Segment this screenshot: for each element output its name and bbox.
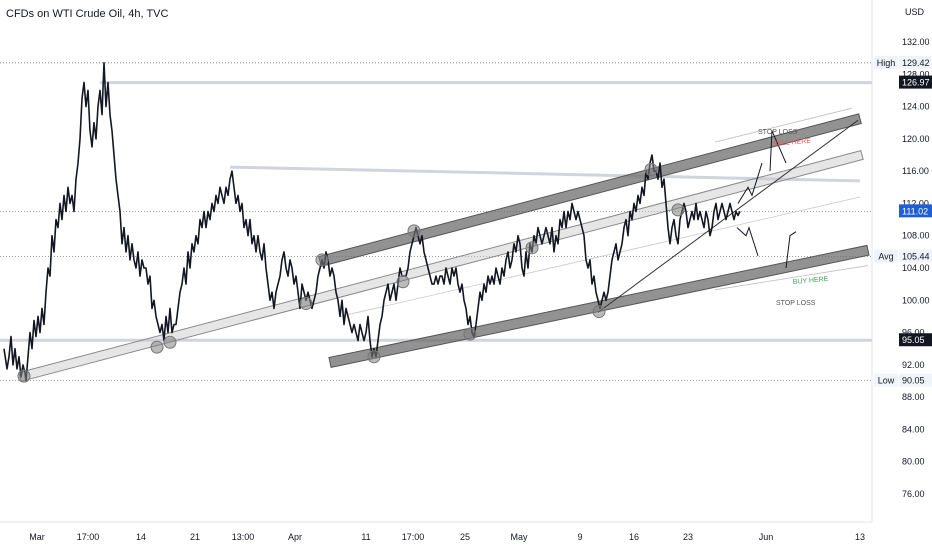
x-tick-label: Apr (288, 532, 302, 542)
y-tick-label: 88.00 (902, 392, 925, 402)
touch-point-marker (396, 275, 410, 289)
stop-loss-upper-line (714, 107, 853, 143)
price-tag-value: 111.02 (902, 206, 928, 216)
price-tag-name-box (874, 249, 898, 263)
y-tick-label: 132.00 (902, 37, 930, 47)
price-tag-box (899, 75, 932, 89)
x-tick-label: Mar (29, 532, 45, 542)
x-tick-label: Jun (759, 532, 774, 542)
x-tick-label: May (510, 532, 528, 542)
x-tick-label: 17:00 (77, 532, 100, 542)
touch-point-marker (671, 203, 685, 217)
y-tick-label: 96.00 (902, 328, 925, 338)
price-tag-name-box (874, 373, 898, 387)
x-tick-label: 9 (577, 532, 582, 542)
buy-here-label: BUY HERE (793, 276, 829, 286)
symbol-name[interactable]: CFDs on WTI Crude Oil (6, 8, 123, 20)
y-tick-label: 112.00 (902, 198, 929, 208)
x-tick-label: 13:00 (232, 532, 255, 542)
price-tag-value: 126.97 (902, 78, 930, 88)
touch-point-marker (367, 350, 381, 364)
stop-loss-label: STOP LOSS (776, 300, 816, 307)
rising-trendline[interactable] (597, 119, 859, 313)
y-tick-label: 80.00 (902, 457, 925, 467)
price-series[interactable] (3, 62, 741, 382)
price-tag-value: 105.44 (902, 251, 930, 261)
price-tag-name: High (877, 58, 896, 68)
projection-arrow-sell (769, 130, 787, 172)
long-term-channel[interactable] (18, 150, 864, 382)
touch-point-marker (592, 305, 606, 319)
y-tick-label: 100.00 (902, 295, 930, 305)
price-tag-value: 95.05 (902, 335, 925, 345)
touch-point-marker (463, 327, 477, 341)
price-tag-value: 90.05 (902, 376, 925, 386)
stop-loss-lower-line (714, 265, 869, 291)
x-tick-label: 13 (855, 532, 865, 542)
stop-loss-label: STOP LOSS (758, 129, 798, 136)
y-tick-label: 92.00 (902, 360, 925, 370)
channel-midline (339, 196, 861, 317)
projection-arrow-up (737, 162, 763, 204)
price-tag-value: 129.42 (902, 58, 930, 68)
touch-point-marker (525, 241, 539, 255)
upper-channel-line[interactable] (318, 113, 862, 267)
y-tick-label: 84.00 (902, 424, 925, 434)
y-tick-label: 124.00 (902, 102, 930, 112)
price-tag-name-box (874, 55, 898, 69)
price-tag-box (899, 249, 932, 263)
y-tick-label: 76.00 (902, 489, 925, 499)
x-tick-label: 17:00 (402, 532, 425, 542)
touch-point-marker (299, 297, 313, 311)
touch-point-marker (644, 163, 658, 177)
x-tick-label: 14 (136, 532, 146, 542)
x-tick-label: 16 (629, 532, 639, 542)
projection-arrow-buy (785, 231, 797, 269)
price-tag-name: Low (878, 376, 895, 386)
x-tick-label: 23 (683, 532, 693, 542)
y-tick-label: 104.00 (902, 263, 930, 273)
price-tag-name: Avg (878, 251, 893, 261)
price-tag-box (899, 55, 932, 69)
price-tag-box (899, 333, 932, 347)
sell-here-label: SELL HERE (773, 138, 812, 148)
touch-point-marker (315, 253, 329, 267)
chart-title: CFDs on WTI Crude Oil, 4h, TVC (6, 8, 169, 20)
x-tick-label: 21 (190, 532, 200, 542)
interval-label[interactable]: 4h (128, 8, 141, 20)
projection-arrow-down (736, 226, 759, 257)
y-tick-label: 116.00 (902, 166, 929, 176)
price-tag-box (899, 204, 932, 218)
price-tag-box (899, 373, 932, 387)
touch-point-marker (150, 340, 164, 354)
x-tick-label: 11 (361, 532, 370, 542)
currency-label: USD (905, 7, 925, 17)
data-source-label: TVC (146, 8, 169, 20)
y-tick-label: 108.00 (902, 231, 930, 241)
touch-point-marker (163, 335, 177, 349)
y-tick-label: 120.00 (902, 134, 930, 144)
touch-point-marker (407, 224, 421, 238)
touch-point-marker (17, 369, 31, 383)
x-tick-label: 25 (460, 532, 470, 542)
y-tick-label: 128.00 (902, 69, 930, 79)
